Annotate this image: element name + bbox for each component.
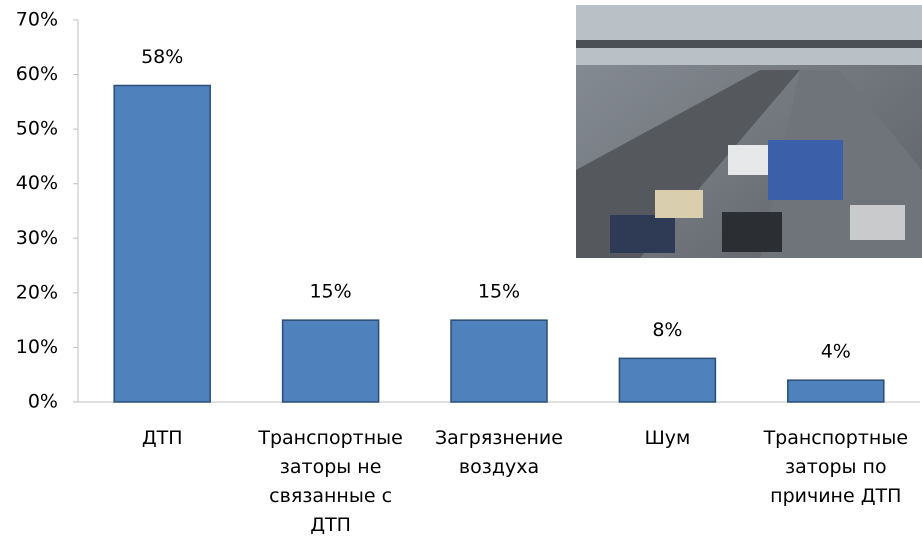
y-tick-label: 50% xyxy=(16,118,58,140)
y-tick-label: 70% xyxy=(16,9,58,31)
y-tick-label: 10% xyxy=(16,336,58,358)
value-label: 8% xyxy=(652,319,682,341)
bar xyxy=(451,320,547,402)
x-tick-label: Транспортные заторы не связанные с ДТП xyxy=(247,424,415,540)
y-tick-label: 20% xyxy=(16,281,58,303)
bar xyxy=(283,320,379,402)
x-tick-label: Загрязнение воздуха xyxy=(415,424,583,482)
bar xyxy=(619,358,715,402)
photo xyxy=(576,5,922,258)
chart: 0% 10% 20% 30% 40% 50% 60% 70% 58% 15% 15% 8% 4% ДТП… xyxy=(0,0,922,547)
x-tick-label: Транспортные заторы по причине ДТП xyxy=(752,424,920,511)
x-tick-label: Шум xyxy=(583,424,751,453)
y-tick-label: 60% xyxy=(16,63,58,85)
value-label: 58% xyxy=(141,46,183,68)
y-tick-label: 30% xyxy=(16,227,58,249)
y-tick-label: 0% xyxy=(28,391,58,413)
x-tick-label: ДТП xyxy=(78,424,246,453)
value-label: 15% xyxy=(478,281,520,303)
value-label: 15% xyxy=(309,281,351,303)
bar xyxy=(788,380,884,402)
bar xyxy=(114,85,210,402)
y-tick-label: 40% xyxy=(16,172,58,194)
value-label: 4% xyxy=(821,341,851,363)
